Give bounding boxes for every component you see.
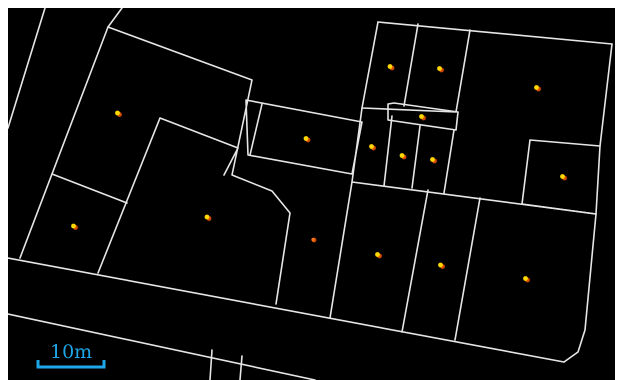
parcel-boundary[interactable] [383, 115, 393, 187]
parcel-boundary[interactable] [249, 103, 263, 156]
parcel-boundary[interactable] [8, 8, 46, 129]
parcel-marker[interactable] [523, 276, 530, 283]
parcel-marker[interactable] [430, 157, 437, 164]
parcel-boundary[interactable] [51, 173, 128, 204]
parcel-boundary[interactable] [377, 21, 613, 45]
parcel-marker[interactable] [438, 262, 445, 269]
parcel-marker[interactable] [560, 174, 567, 181]
parcel-outlines [8, 8, 613, 380]
parcel-boundary[interactable] [19, 8, 123, 259]
parcel-boundary[interactable] [351, 107, 597, 215]
parcel-marker[interactable] [303, 136, 311, 143]
parcel-boundary[interactable] [599, 43, 613, 147]
map-canvas[interactable]: 10m [8, 8, 615, 380]
parcel-marker[interactable] [71, 223, 78, 230]
parcel-boundary[interactable] [387, 102, 459, 131]
parcel-boundary[interactable] [239, 355, 243, 380]
parcel-boundary[interactable] [245, 99, 363, 175]
parcel-marker[interactable] [115, 110, 122, 117]
scale-bar [36, 360, 106, 369]
parcel-boundary[interactable] [209, 349, 213, 380]
scale-bar-label: 10m [50, 341, 93, 363]
parcel-marker[interactable] [419, 114, 426, 121]
street-edge-south[interactable] [8, 313, 316, 380]
parcel-marker[interactable] [387, 64, 395, 71]
parcel-boundary[interactable] [454, 197, 481, 341]
parcel-marker[interactable] [399, 153, 407, 160]
parcel-marker[interactable] [375, 252, 382, 259]
parcel-boundary[interactable] [107, 26, 291, 305]
parcel-boundary[interactable] [411, 125, 421, 189]
parcel-boundary[interactable] [329, 181, 353, 319]
parcel-boundary[interactable] [401, 189, 429, 333]
parcel-boundary[interactable] [443, 129, 455, 194]
parcel-markers [71, 64, 567, 283]
parcel-marker[interactable] [204, 214, 212, 221]
parcel-marker[interactable] [437, 66, 444, 73]
parcel-map [8, 8, 613, 380]
parcel-marker[interactable] [311, 237, 317, 243]
scale-bar-line [36, 360, 106, 369]
parcel-marker[interactable] [534, 85, 541, 92]
parcel-boundary[interactable] [563, 213, 597, 363]
parcel-boundary[interactable] [403, 23, 419, 107]
parcel-boundary[interactable] [97, 117, 239, 274]
street-edge-north[interactable] [8, 257, 565, 363]
parcel-boundary[interactable] [361, 21, 471, 113]
parcel-marker[interactable] [369, 144, 376, 151]
